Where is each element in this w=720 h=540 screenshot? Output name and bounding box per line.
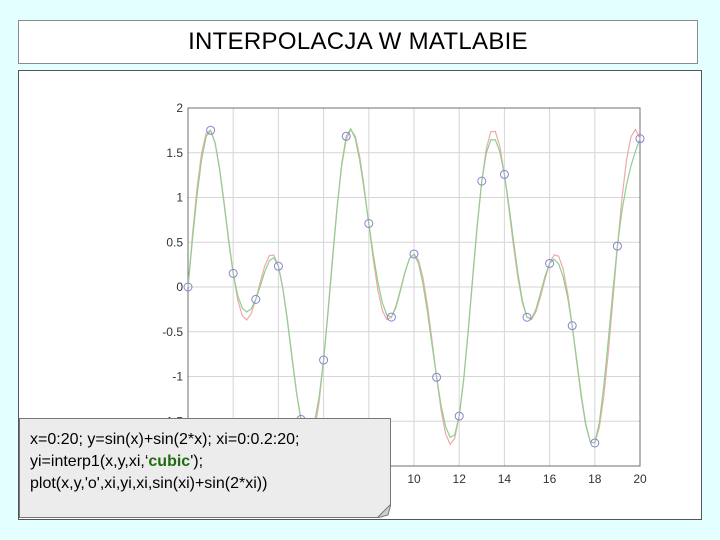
x-tick-label: 12 (453, 472, 467, 486)
data-point-marker (364, 218, 374, 228)
code-keyword-cubic: cubic (148, 453, 191, 470)
data-point-marker (635, 134, 645, 144)
code-line-2: yi=interp1(x,y,xi,‘cubic'); (30, 451, 390, 473)
code-line-1: x=0:20; y=sin(x)+sin(2*x); xi=0:0.2:20; (30, 431, 300, 448)
data-point-marker (386, 312, 396, 322)
data-point-marker (522, 312, 532, 322)
data-point-marker (432, 372, 442, 382)
data-point-marker (612, 241, 622, 251)
y-tick-label: 1.5 (166, 146, 183, 160)
y-tick-label: -0.5 (162, 325, 183, 339)
data-point-marker (319, 355, 329, 365)
y-tick-label: 2 (176, 101, 183, 115)
x-tick-label: 10 (407, 472, 421, 486)
x-tick-label: 18 (588, 472, 602, 486)
data-point-marker (590, 438, 600, 448)
y-tick-label: 0 (176, 280, 183, 294)
code-callout: x=0:20; y=sin(x)+sin(2*x); xi=0:0.2:20; … (19, 418, 391, 518)
data-point-marker (273, 261, 283, 271)
data-point-marker (341, 131, 351, 141)
interpolation-plot: 0246810121416182021.510.50-0.5-1-1.5-2 (162, 101, 647, 486)
series-cubic-interp-line (187, 127, 641, 444)
data-point-marker (228, 268, 238, 278)
data-point-marker (251, 294, 261, 304)
x-tick-label: 16 (543, 472, 557, 486)
data-point-marker (477, 176, 487, 186)
x-tick-label: 20 (633, 472, 647, 486)
y-tick-label: 1 (176, 191, 183, 205)
data-point-marker (545, 258, 555, 268)
code-line-3: plot(x,y,'o',xi,yi,xi,sin(xi)+sin(2*xi)) (30, 475, 268, 492)
data-point-marker (409, 249, 419, 259)
data-point-marker (454, 411, 464, 421)
y-tick-label: 0.5 (166, 235, 183, 249)
code-line-2-prefix: yi=interp1(x,y,xi,‘ (30, 453, 149, 470)
data-point-marker (499, 169, 509, 179)
data-point-marker (206, 125, 216, 135)
x-tick-label: 14 (498, 472, 512, 486)
folded-corner-icon (377, 504, 391, 518)
data-point-marker (183, 282, 193, 292)
code-line-2-suffix: '); (190, 453, 204, 470)
slide-title: INTERPOLACJA W MATLABIE (18, 20, 698, 64)
data-point-marker (567, 321, 577, 331)
y-tick-label: -1 (172, 370, 183, 384)
